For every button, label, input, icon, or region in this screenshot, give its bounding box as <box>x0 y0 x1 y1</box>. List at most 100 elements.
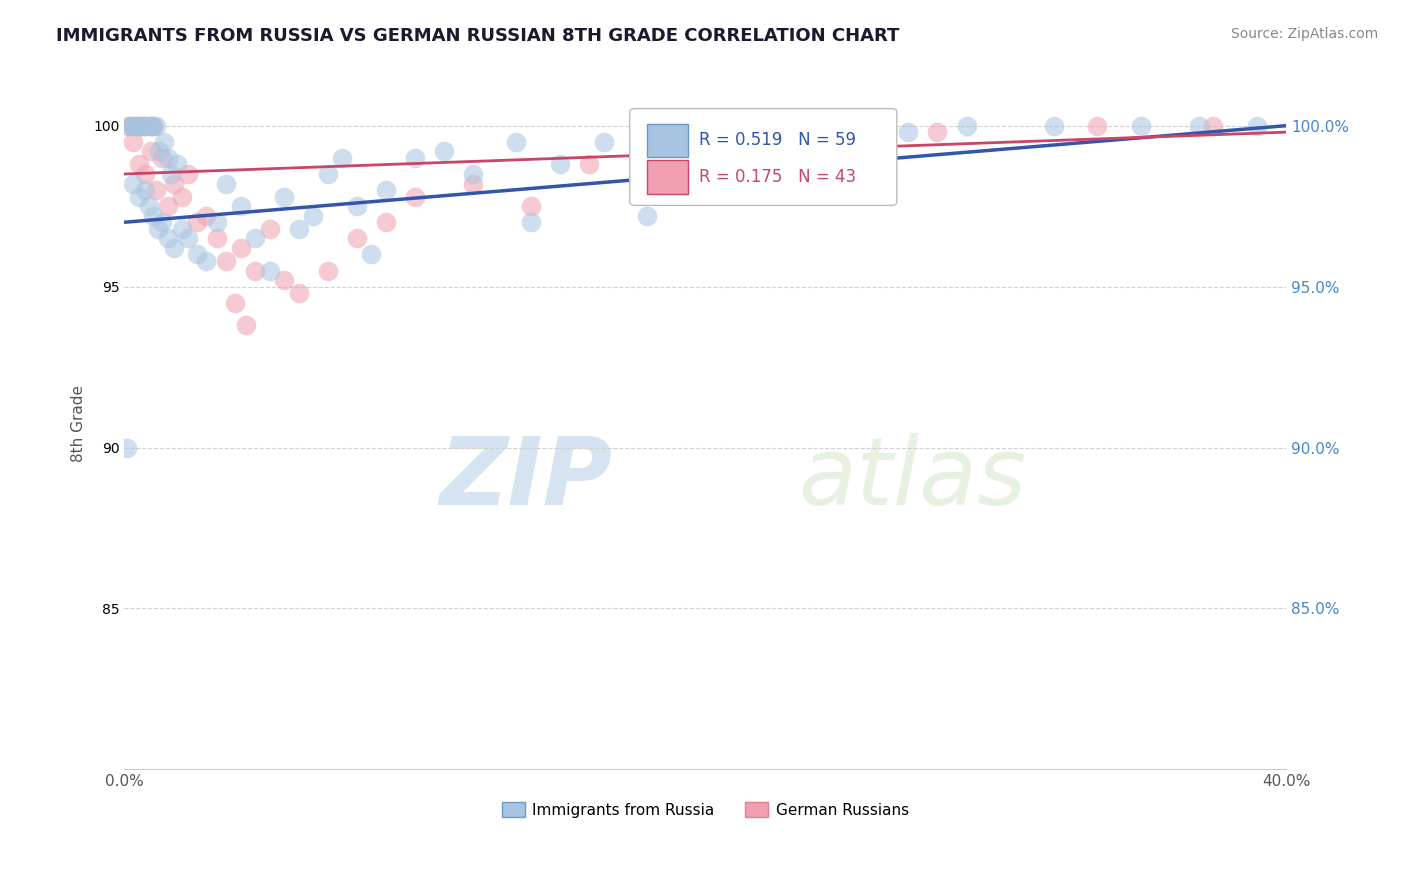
Point <box>186 215 208 229</box>
Point <box>1202 119 1225 133</box>
Text: IMMIGRANTS FROM RUSSIA VS GERMAN RUSSIAN 8TH GRADE CORRELATION CHART: IMMIGRANTS FROM RUSSIA VS GERMAN RUSSIAN… <box>56 27 900 45</box>
Point <box>273 273 295 287</box>
Point <box>207 215 229 229</box>
Point <box>839 135 862 149</box>
Point <box>152 135 174 149</box>
Point <box>128 157 150 171</box>
Point <box>139 119 162 133</box>
Point <box>1042 119 1064 133</box>
Point <box>166 157 188 171</box>
Point <box>132 119 155 133</box>
Point <box>316 263 339 277</box>
Point <box>215 177 238 191</box>
Point <box>1085 119 1108 133</box>
Point <box>287 221 309 235</box>
Point <box>346 199 368 213</box>
Point <box>461 177 484 191</box>
Point <box>172 221 194 235</box>
Point <box>156 151 179 165</box>
Point <box>548 157 571 171</box>
Point <box>636 209 658 223</box>
Point <box>578 157 600 171</box>
Point <box>316 167 339 181</box>
Point <box>520 199 543 213</box>
Point <box>150 215 173 229</box>
Point <box>1129 119 1152 133</box>
Point <box>127 119 149 133</box>
Point <box>135 119 157 133</box>
Point <box>150 151 173 165</box>
Text: ZIP: ZIP <box>440 433 612 524</box>
Point <box>346 231 368 245</box>
Point <box>592 135 614 149</box>
FancyBboxPatch shape <box>630 109 897 205</box>
Point <box>723 145 745 159</box>
Point <box>127 119 149 133</box>
Point <box>679 125 702 139</box>
Point <box>124 119 146 133</box>
Point <box>177 231 200 245</box>
Legend: Immigrants from Russia, German Russians: Immigrants from Russia, German Russians <box>495 796 915 824</box>
Point <box>117 441 139 455</box>
Point <box>160 167 183 181</box>
Point <box>259 221 281 235</box>
Point <box>505 135 527 149</box>
Point <box>124 119 146 133</box>
Point <box>129 119 152 133</box>
Point <box>723 151 745 165</box>
Point <box>374 215 396 229</box>
Point <box>433 145 456 159</box>
Y-axis label: 8th Grade: 8th Grade <box>72 384 86 462</box>
Point <box>782 157 804 171</box>
Point <box>156 199 179 213</box>
Text: R = 0.175   N = 43: R = 0.175 N = 43 <box>699 168 856 186</box>
Point <box>156 231 179 245</box>
Point <box>128 189 150 203</box>
Point <box>194 209 217 223</box>
Point <box>134 183 156 197</box>
Point <box>122 177 145 191</box>
Point <box>146 221 169 235</box>
Point <box>122 135 145 149</box>
Point <box>224 295 246 310</box>
Point <box>229 199 252 213</box>
Point <box>121 119 143 133</box>
Point <box>132 119 155 133</box>
Point <box>243 263 266 277</box>
Point <box>118 119 141 133</box>
Point <box>243 231 266 245</box>
Point <box>330 151 353 165</box>
FancyBboxPatch shape <box>647 124 688 157</box>
Point <box>897 125 920 139</box>
Point <box>142 119 165 133</box>
Text: atlas: atlas <box>799 434 1026 524</box>
Point <box>172 189 194 203</box>
Point <box>138 199 160 213</box>
Point <box>273 189 295 203</box>
Point <box>360 247 382 261</box>
Point <box>1246 119 1268 133</box>
Point <box>229 241 252 255</box>
Point <box>129 119 152 133</box>
Point <box>215 253 238 268</box>
Point <box>955 119 977 133</box>
Point <box>139 145 162 159</box>
Point <box>207 231 229 245</box>
Point <box>235 318 257 333</box>
Point <box>163 241 186 255</box>
Point <box>142 209 165 223</box>
Point <box>1188 119 1211 133</box>
Point <box>121 119 143 133</box>
Point <box>148 145 170 159</box>
Point <box>404 189 426 203</box>
Point <box>461 167 484 181</box>
Text: R = 0.519   N = 59: R = 0.519 N = 59 <box>699 131 856 149</box>
Point <box>177 167 200 181</box>
Point <box>145 119 167 133</box>
Point <box>927 125 949 139</box>
Point <box>194 253 217 268</box>
Text: Source: ZipAtlas.com: Source: ZipAtlas.com <box>1230 27 1378 41</box>
Point <box>651 167 673 181</box>
Point <box>118 119 141 133</box>
FancyBboxPatch shape <box>647 161 688 194</box>
